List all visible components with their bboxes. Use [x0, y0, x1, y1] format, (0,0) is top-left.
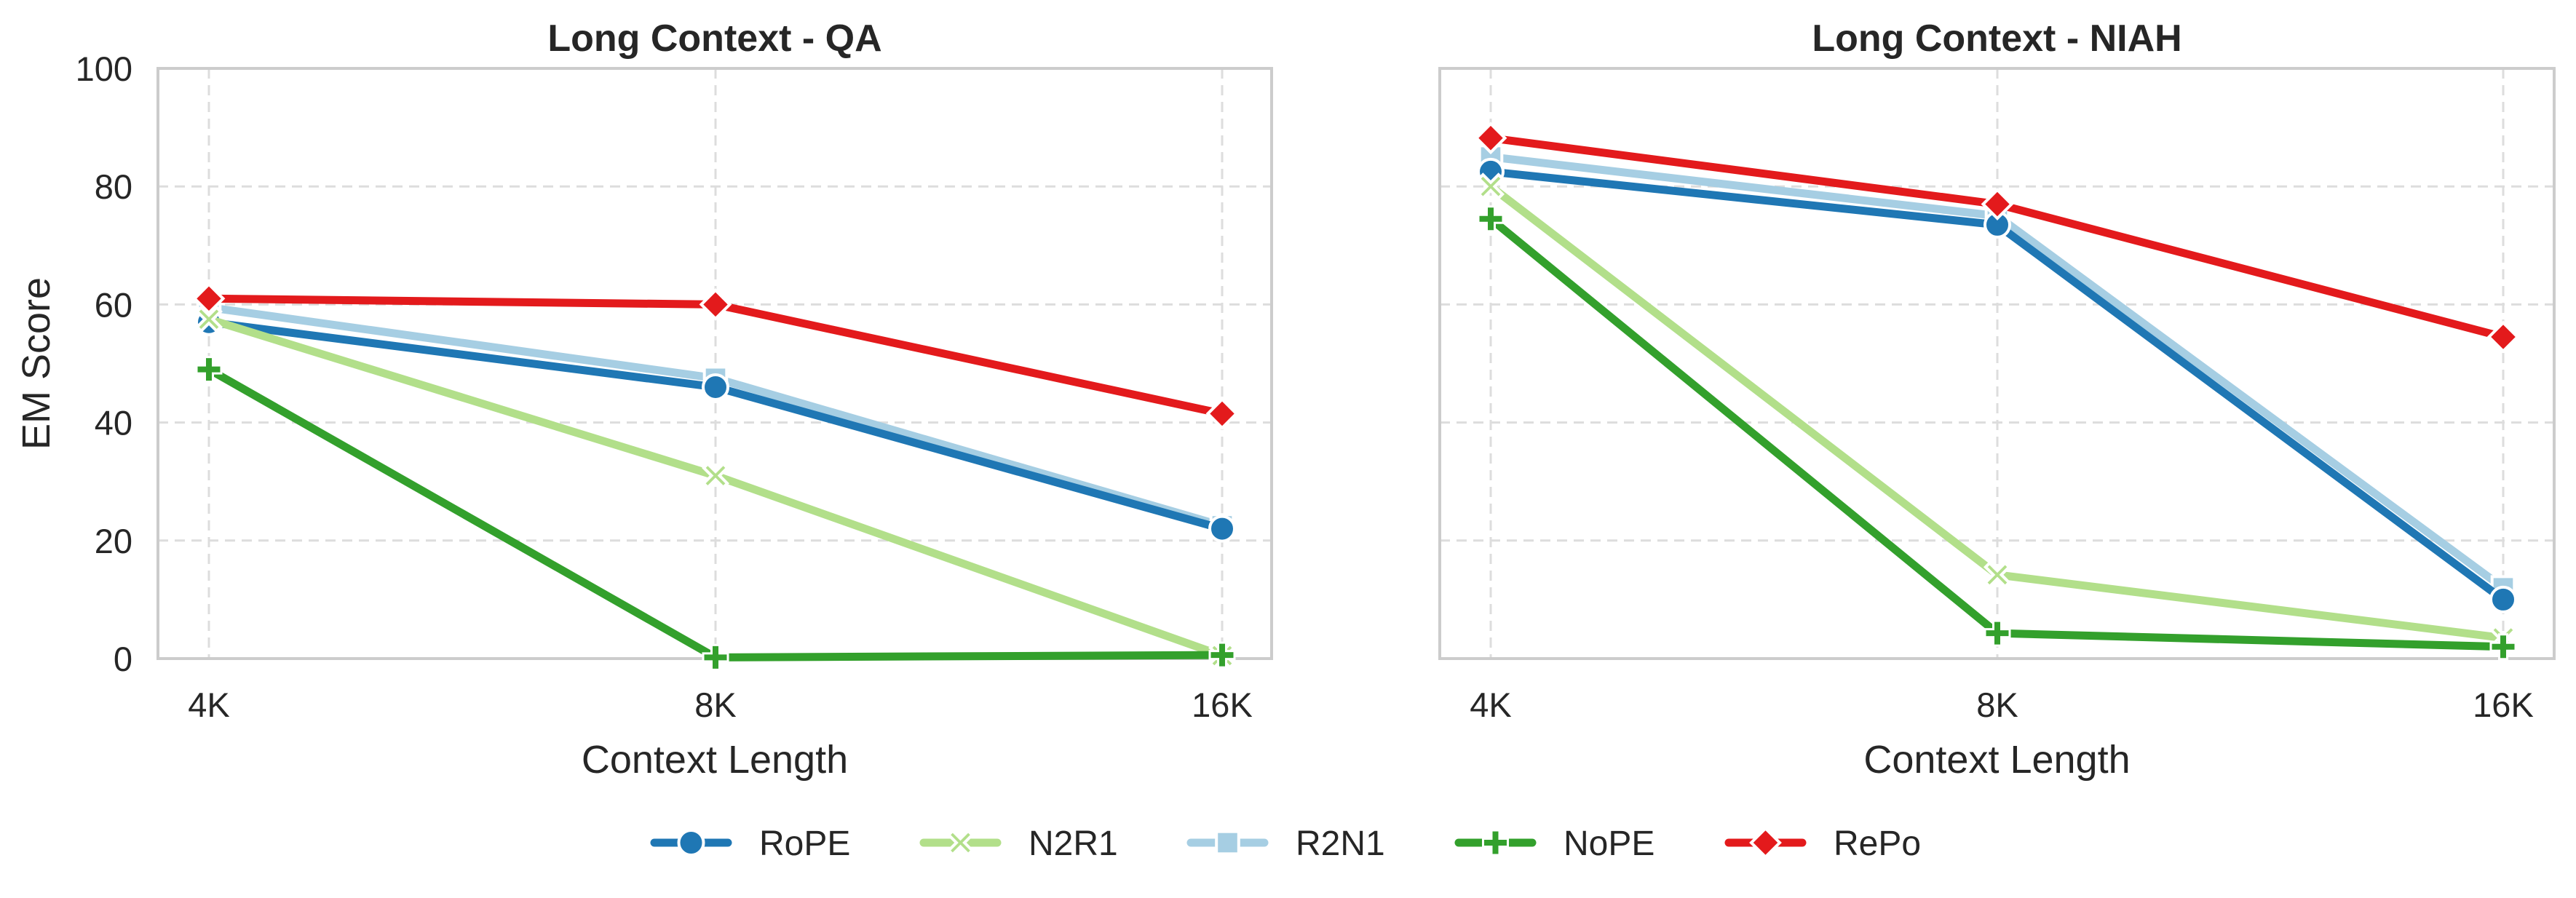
- data-point-nope: [1477, 205, 1505, 233]
- y-tick-label: 40: [95, 404, 132, 442]
- y-tick-label: 60: [95, 285, 132, 324]
- series-nope: [195, 356, 1236, 671]
- legend-label: NoPE: [1564, 825, 1654, 863]
- circle-icon: [677, 829, 705, 857]
- chart-title: Long Context - QA: [547, 17, 881, 60]
- x-tick-label: 8K: [694, 686, 737, 724]
- data-point-repo: [2486, 320, 2520, 354]
- axes-frame: [1438, 67, 2556, 660]
- x-axis-label: Context Length: [1863, 738, 2130, 782]
- data-point-rope: [702, 373, 729, 401]
- diamond-icon: [1749, 826, 1782, 859]
- x-icon: [946, 829, 975, 857]
- data-point-nope: [195, 356, 223, 384]
- data-point-repo: [1474, 122, 1507, 155]
- legend-item-repo: RePo: [1724, 825, 1921, 863]
- data-point-repo: [1981, 188, 2014, 220]
- x-axis-label: Context Length: [582, 738, 848, 782]
- x-tick-label: 16K: [2473, 686, 2534, 724]
- square-icon: [1215, 830, 1240, 856]
- legend-label: RePo: [1834, 825, 1921, 863]
- x-tick-label: 4K: [188, 686, 230, 724]
- data-point-nope: [1208, 641, 1236, 669]
- y-axis-label: EM Score: [15, 277, 58, 450]
- series-nope: [1477, 205, 2517, 661]
- legend-item-rope: RoPE: [650, 825, 850, 863]
- y-tick-label: 20: [95, 522, 132, 560]
- x-tick-label: 16K: [1192, 686, 1253, 724]
- series-n2r1: [195, 305, 1236, 669]
- plus-icon: [1482, 829, 1509, 857]
- data-point-n2r1: [195, 305, 223, 333]
- data-point-rope: [1208, 514, 1236, 543]
- data-point-repo: [699, 288, 732, 321]
- x-tick-label: 8K: [1976, 686, 2018, 724]
- legend-item-nope: NoPE: [1454, 825, 1654, 863]
- y-tick-label: 80: [95, 167, 132, 206]
- x-tick-label: 4K: [1470, 686, 1512, 724]
- y-tick-label: 0: [114, 640, 132, 678]
- legend-item-r2n1: R2N1: [1186, 825, 1385, 863]
- data-point-n2r1: [1983, 560, 2011, 589]
- legend-label: RoPE: [759, 825, 850, 863]
- legend-label: N2R1: [1029, 825, 1118, 863]
- legend-item-n2r1: N2R1: [919, 825, 1118, 863]
- data-point-nope: [1983, 619, 2011, 647]
- y-tick-label: 100: [76, 49, 132, 88]
- data-point-repo: [192, 282, 226, 315]
- chart-title: Long Context - NIAH: [1812, 17, 2181, 60]
- series-repo: [1474, 122, 2520, 354]
- series-repo: [192, 282, 1239, 430]
- data-point-rope: [2489, 585, 2517, 613]
- data-point-n2r1: [702, 461, 729, 490]
- data-point-nope: [702, 643, 729, 671]
- panel-niah: 4K 8K 16K Long Context - NIAH Context Length: [1438, 17, 2556, 782]
- data-point-n2r1: [1477, 172, 1505, 201]
- data-point-nope: [2489, 633, 2517, 661]
- legend: RoPE N2R1 R2N1 NoPE RePo: [650, 825, 1921, 863]
- panel-qa: 0 20 40 60 80 100 4K 8K 16K Long Context - QA Cont…: [15, 17, 1273, 782]
- legend-label: R2N1: [1296, 825, 1385, 863]
- data-point-repo: [1205, 397, 1239, 430]
